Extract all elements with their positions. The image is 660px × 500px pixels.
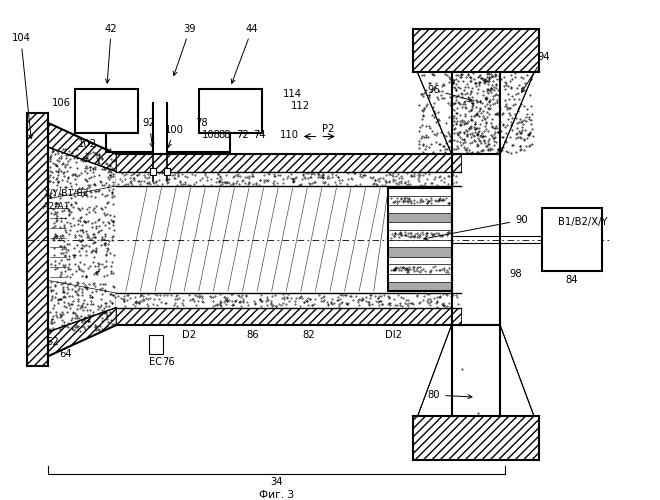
Text: 88: 88 (218, 130, 231, 140)
Bar (199, 89, 262, 132)
Text: 80: 80 (428, 390, 472, 400)
Bar (388, 230, 451, 239)
Bar (116, 172, 461, 186)
Text: 92: 92 (143, 118, 156, 148)
Bar (388, 188, 451, 291)
Text: 112: 112 (291, 102, 310, 112)
Bar (150, 168, 156, 175)
Text: D2: D2 (182, 330, 196, 340)
Polygon shape (418, 325, 534, 416)
Bar (164, 168, 170, 175)
Text: 74: 74 (253, 130, 265, 140)
Bar (149, 335, 163, 354)
Text: X/Y/B1/B2: X/Y/B1/B2 (43, 188, 89, 198)
Text: 108: 108 (202, 130, 221, 140)
Text: P2: P2 (322, 124, 334, 134)
Polygon shape (48, 308, 116, 356)
Text: 34: 34 (271, 476, 282, 486)
Text: 94: 94 (521, 52, 550, 92)
Text: 72: 72 (236, 130, 249, 140)
Polygon shape (48, 147, 116, 199)
Bar (116, 154, 461, 172)
Text: 98: 98 (510, 268, 523, 278)
Bar (75, 89, 139, 132)
Text: 52: 52 (46, 336, 59, 346)
Bar (388, 282, 451, 291)
Bar (116, 308, 461, 325)
Polygon shape (418, 72, 534, 154)
Text: 84: 84 (566, 276, 578, 285)
Text: 76: 76 (162, 357, 175, 367)
Bar (388, 248, 451, 256)
Bar (116, 293, 461, 308)
Text: B1/B2/X/Y: B1/B2/X/Y (558, 217, 608, 227)
Text: 86: 86 (246, 330, 259, 340)
Bar (542, 208, 602, 270)
Bar (388, 213, 451, 222)
Text: 39: 39 (173, 24, 196, 76)
Text: 90: 90 (424, 215, 528, 240)
Text: 64: 64 (60, 350, 73, 360)
Polygon shape (48, 123, 116, 172)
Polygon shape (48, 280, 116, 332)
Text: 106: 106 (51, 98, 71, 108)
Text: Фиг. 3: Фиг. 3 (259, 490, 294, 500)
Bar (388, 264, 451, 274)
Bar (412, 416, 539, 460)
Text: A2/A1: A2/A1 (43, 201, 71, 210)
Text: DI2: DI2 (385, 330, 402, 340)
Text: 44: 44 (231, 24, 259, 84)
Text: 114: 114 (283, 88, 302, 99)
Text: 42: 42 (105, 24, 117, 83)
Text: 104: 104 (11, 34, 33, 138)
Text: 78: 78 (195, 118, 208, 128)
Text: 82: 82 (302, 330, 315, 340)
Text: 96: 96 (428, 85, 472, 102)
Bar (388, 196, 451, 205)
Text: EC: EC (149, 357, 162, 367)
Text: 100: 100 (165, 124, 184, 148)
Bar (26, 113, 48, 366)
Text: 110: 110 (279, 130, 298, 140)
Text: 102: 102 (78, 140, 97, 149)
Bar (412, 28, 539, 72)
